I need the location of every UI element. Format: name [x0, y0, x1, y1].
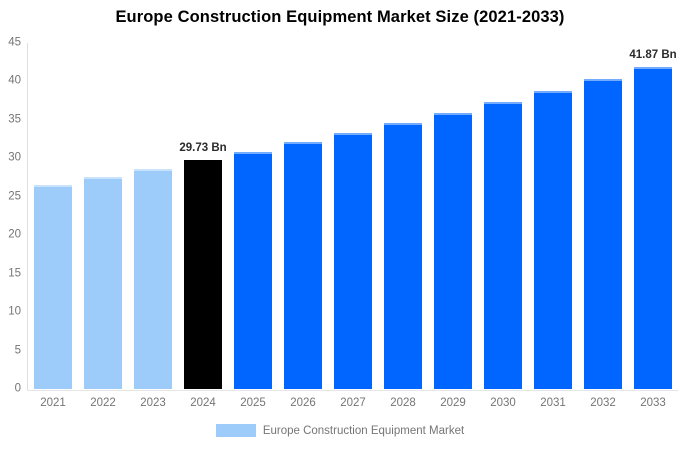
- y-tick-label: 5: [14, 343, 21, 356]
- y-tick-label: 25: [8, 190, 21, 203]
- bar-2021: [34, 185, 72, 389]
- bar-slot: 29.73 Bn: [178, 43, 228, 389]
- bar-2029: [434, 112, 472, 389]
- bar-2027: [334, 132, 372, 389]
- bar-annotation: 41.87 Bn: [629, 49, 677, 62]
- x-tick-label: 2030: [490, 397, 516, 409]
- x-tick-label: 2027: [340, 397, 366, 409]
- legend-swatch: [215, 424, 256, 437]
- bar-slot: [278, 43, 328, 389]
- bar-slot: [428, 43, 478, 389]
- x-tick-label: 2028: [390, 397, 416, 409]
- bar-2030: [484, 101, 522, 389]
- y-tick-label: 40: [8, 74, 21, 87]
- bar-slot: [78, 43, 128, 389]
- bar-slot: [378, 43, 428, 389]
- bar-2032: [584, 79, 622, 389]
- x-tick-label: 2023: [140, 397, 166, 409]
- bar-slot: [528, 43, 578, 389]
- x-tick-label: 2026: [290, 397, 316, 409]
- y-tick-label: 0: [14, 382, 21, 395]
- x-tick-label: 2025: [240, 397, 266, 409]
- chart-title: Europe Construction Equipment Market Siz…: [115, 8, 565, 26]
- x-tick-label: 2032: [590, 397, 616, 409]
- x-tick-label: 2033: [640, 397, 666, 409]
- bar-2023: [134, 168, 172, 389]
- bar-2025: [234, 151, 272, 389]
- bar-2031: [534, 90, 572, 389]
- bar-annotation: 29.73 Bn: [179, 142, 227, 155]
- bar-2033: [634, 67, 672, 389]
- legend: Europe Construction Equipment Market: [0, 424, 680, 437]
- x-tick-label: 2021: [40, 397, 66, 409]
- bar-2022: [84, 177, 122, 389]
- y-axis: 0 5 10 15 20 25 30 35 40 45: [0, 0, 24, 450]
- y-tick-label: 30: [8, 151, 21, 164]
- legend-label: Europe Construction Equipment Market: [262, 424, 465, 437]
- x-axis: 2021 2022 2023 2024 2025 2026 2027 2028 2029 2030…: [28, 397, 678, 409]
- x-tick-label: 2031: [540, 397, 566, 409]
- y-axis-line: [27, 43, 28, 390]
- y-tick-label: 35: [8, 113, 21, 126]
- x-tick-label: 2024: [190, 397, 216, 409]
- x-axis-line: [27, 390, 678, 391]
- x-tick-label: 2029: [440, 397, 466, 409]
- y-tick-label: 45: [8, 36, 21, 49]
- bar-slot: [328, 43, 378, 389]
- bar-slot: 41.87 Bn: [628, 43, 678, 389]
- bar-slot: [28, 43, 78, 389]
- bar-slot: [578, 43, 628, 389]
- bar-2026: [284, 142, 322, 389]
- bar-slot: [128, 43, 178, 389]
- y-tick-label: 20: [8, 228, 21, 241]
- plot-area: 29.73 Bn 41.87 Bn: [28, 43, 678, 389]
- bar-slot: [478, 43, 528, 389]
- x-tick-label: 2022: [90, 397, 116, 409]
- bar-2024: [184, 160, 222, 389]
- bar-slot: [228, 43, 278, 389]
- y-tick-label: 15: [8, 266, 21, 279]
- y-tick-label: 10: [8, 305, 21, 318]
- bar-2028: [384, 122, 422, 389]
